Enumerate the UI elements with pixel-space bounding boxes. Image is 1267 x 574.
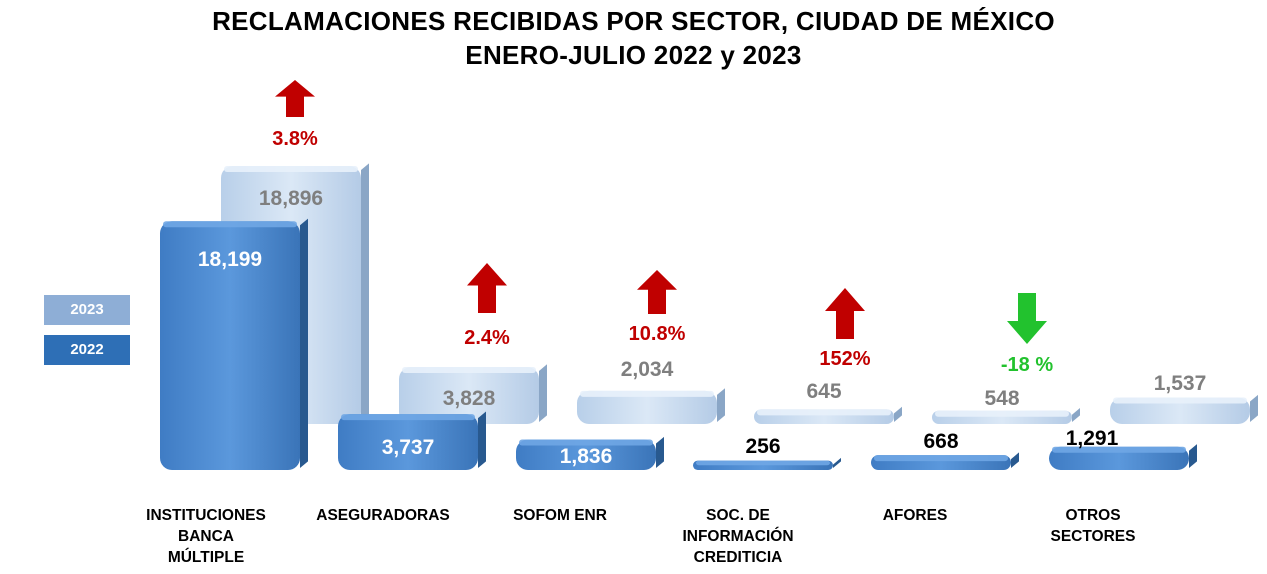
bar-2022-0 xyxy=(160,221,300,470)
bar-2023-3-top xyxy=(757,409,891,416)
label-2022-1: 3,737 xyxy=(382,436,435,459)
category-label-otros: OTROS SECTORES xyxy=(1050,507,1136,545)
bar-2022-2-side xyxy=(656,436,664,468)
category-label-sic: SOC. DE INFORMACIÓN CREDITICIA xyxy=(682,507,794,566)
bar-2023-4-side xyxy=(1072,408,1080,422)
category-label-afores: AFORES xyxy=(882,507,948,524)
pct-change-4: -18 % xyxy=(1001,354,1053,376)
legend-item-2023: 2023 xyxy=(44,295,130,325)
bar-2022-2-top xyxy=(519,439,653,446)
bar-2022-1-top xyxy=(341,414,475,421)
bar-2023-1-side xyxy=(539,364,547,422)
bar-2022-0-side xyxy=(300,218,308,468)
chart-title-line-1: RECLAMACIONES RECIBIDAS POR SECTOR, CIUD… xyxy=(212,6,1055,36)
bar-2022-0-top xyxy=(163,221,297,228)
bar-2022-3-side xyxy=(833,457,841,468)
up-arrow-icon-2 xyxy=(637,270,677,314)
up-arrow-icon-0 xyxy=(275,80,315,117)
pct-change-1: 2.4% xyxy=(464,327,510,349)
bar-2022-3-top xyxy=(696,460,830,466)
chart-title-line-2: ENERO-JULIO 2022 y 2023 xyxy=(465,40,802,70)
bar-2023-5-side xyxy=(1250,394,1258,422)
up-arrow-icon-3 xyxy=(825,288,865,339)
label-2023-1: 3,828 xyxy=(443,387,496,410)
category-label-sofom: SOFOM ENR xyxy=(513,507,607,524)
pct-change-3: 152% xyxy=(819,348,870,370)
bar-2023-1-top xyxy=(402,366,536,373)
pct-change-2: 10.8% xyxy=(629,323,686,345)
label-2022-0: 18,199 xyxy=(198,248,262,271)
bar-2023-2 xyxy=(577,390,717,424)
bar-2023-2-top xyxy=(580,390,714,397)
label-2022-5: 1,291 xyxy=(1066,427,1119,450)
up-arrow-icon-1 xyxy=(467,263,507,313)
label-2022-4: 668 xyxy=(923,430,958,453)
bar-2022-4-side xyxy=(1011,452,1019,468)
pct-change-0: 3.8% xyxy=(272,128,318,150)
label-2023-2: 2,034 xyxy=(621,358,674,381)
label-2023-4: 548 xyxy=(984,387,1019,410)
down-arrow-icon-4 xyxy=(1007,293,1047,344)
bar-2023-1 xyxy=(399,366,539,424)
label-2023-3: 645 xyxy=(806,380,841,403)
label-2023-0: 18,896 xyxy=(259,187,323,210)
bar-2022-2 xyxy=(516,439,656,470)
bar-2023-5 xyxy=(1110,397,1250,424)
label-2022-2: 1,836 xyxy=(560,445,613,468)
bar-2022-1 xyxy=(338,414,478,470)
bar-2023-2-side xyxy=(717,388,725,422)
category-label-aseguradoras: ASEGURADORAS xyxy=(316,507,450,524)
bar-2023-0-side xyxy=(361,163,369,423)
bar-2022-5-top xyxy=(1052,446,1186,453)
bar-2023-3-side xyxy=(894,406,902,422)
bar-2023-0-top xyxy=(224,166,358,172)
legend-item-2022: 2022 xyxy=(44,335,130,365)
bar-2022-4-top xyxy=(874,455,1008,462)
category-label-banca: INSTITUCIONES BANCA MÚLTIPLE xyxy=(146,507,266,566)
bar-2022-5-side xyxy=(1189,444,1197,468)
bar-2022-1-side xyxy=(478,411,486,468)
bar-2023-5-top xyxy=(1113,397,1247,404)
bar-2023-4-top xyxy=(935,410,1069,417)
label-2023-5: 1,537 xyxy=(1154,372,1207,395)
label-2022-3: 256 xyxy=(745,435,780,458)
